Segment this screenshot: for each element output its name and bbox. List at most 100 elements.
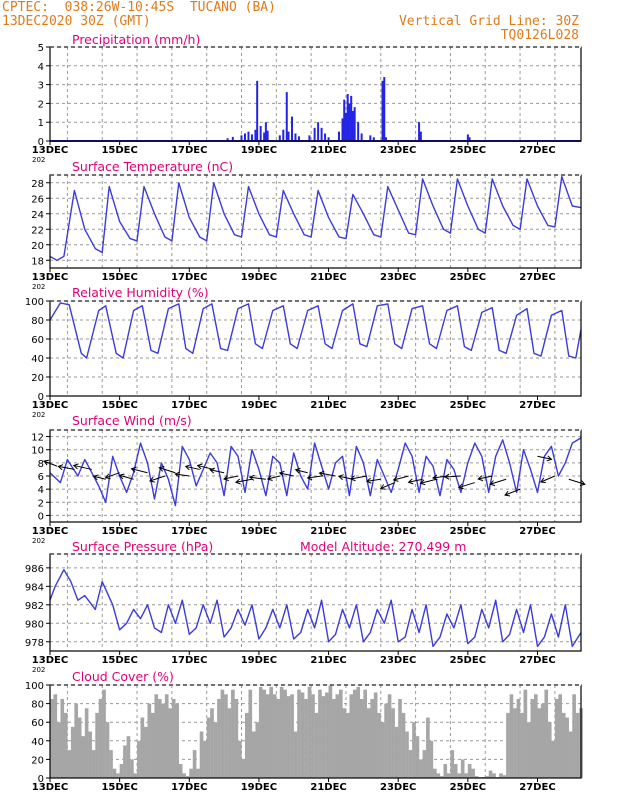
wind-vector	[307, 475, 322, 479]
precip-bar	[338, 131, 341, 141]
precip-bar	[324, 133, 327, 141]
precip-bar	[243, 133, 246, 141]
precip-bar	[468, 137, 471, 141]
precip-bar	[263, 132, 266, 141]
cloud-bar	[60, 698, 65, 778]
x-tick-label: 27DEC	[519, 400, 555, 411]
wind-vector	[267, 475, 280, 480]
cloud-bar	[471, 768, 475, 778]
y-tick-label: 980	[25, 619, 44, 630]
precip-bar	[297, 136, 300, 141]
cloud-bar	[328, 685, 333, 778]
x-tick-label: 27DEC	[519, 272, 555, 283]
precip-bar	[369, 135, 372, 141]
cloud-bar	[509, 694, 514, 778]
wind-vector-head	[248, 474, 255, 481]
cloud-bar	[203, 740, 207, 778]
series-line	[49, 569, 582, 648]
cloud-bar	[422, 750, 427, 778]
cloud-bar	[359, 698, 364, 778]
y-tick-label: 0	[38, 137, 44, 148]
cloud-bar	[300, 692, 305, 778]
panel-title: Surface Temperature (nC)	[72, 159, 233, 174]
x-tick-label: 25DEC	[450, 655, 486, 666]
cloud-bar	[255, 722, 260, 778]
cloud-bar	[157, 698, 162, 778]
cloud-bar	[168, 708, 173, 778]
cloud-bar	[109, 750, 113, 778]
wind-vector-head	[539, 477, 546, 484]
x-tick-label: 23DEC	[380, 272, 416, 283]
cloud-bar	[540, 703, 545, 778]
wind-vector-head	[294, 467, 301, 474]
wind-vector-head	[477, 475, 484, 482]
wind-vector	[185, 465, 200, 470]
cloud-bar	[258, 686, 263, 778]
y-tick-label: 12	[31, 433, 44, 444]
cloud-bar	[84, 708, 89, 778]
x-tick-label: 17DEC	[171, 272, 207, 283]
y-tick-label: 10	[31, 446, 44, 457]
cloud-bar	[304, 698, 308, 778]
y-tick-label: 982	[25, 601, 44, 612]
wind-vector	[319, 472, 336, 477]
x-tick-label: 27DEC	[519, 782, 555, 793]
precip-bar	[353, 107, 356, 141]
x-tick-label: 21DEC	[310, 400, 346, 411]
cloud-bar	[178, 764, 183, 778]
cloud-bar	[297, 689, 301, 778]
wind-vector-head	[209, 467, 215, 474]
precip-bar	[290, 116, 293, 141]
wind-vector-head	[349, 475, 356, 482]
cloud-bar	[251, 731, 256, 778]
x-tick-label: 21DEC	[310, 782, 346, 793]
cloud-bar	[321, 696, 326, 778]
x-tick-label: 19DEC	[241, 655, 277, 666]
x-tick-label: 25DEC	[450, 400, 486, 411]
y-tick-label: 0	[38, 774, 44, 785]
wind-vector-head	[235, 478, 241, 485]
cloud-bar	[561, 712, 566, 778]
x-tick-label: 21DEC	[310, 272, 346, 283]
wind-vector	[105, 472, 120, 479]
x-tick-label: 13DEC	[32, 145, 68, 156]
wind-vector-head	[43, 459, 49, 466]
cloud-bar	[63, 712, 68, 778]
wind-vector-head	[130, 466, 137, 473]
x-tick-label: 27DEC	[519, 655, 555, 666]
wind-vector-head	[504, 490, 511, 497]
cloud-bar	[485, 776, 489, 778]
panel-frame	[49, 300, 582, 397]
cloud-bar	[314, 712, 319, 778]
cloud-bar	[244, 712, 249, 778]
cloud-bar	[488, 770, 493, 778]
x-tick-label: 19DEC	[241, 526, 277, 537]
cloud-bar	[77, 717, 82, 778]
x-tick-label: 25DEC	[450, 782, 486, 793]
x-tick-label: 25DEC	[450, 272, 486, 283]
cloud-bar	[67, 750, 72, 778]
wind-vector	[568, 478, 585, 485]
x-tick-label: 23DEC	[380, 782, 416, 793]
cloud-bar	[293, 731, 298, 778]
cloud-bar	[554, 698, 559, 778]
wind-vector-head	[318, 470, 325, 477]
cloud-bar	[95, 712, 99, 778]
cloud-bar	[189, 768, 193, 778]
precip-bar	[418, 122, 421, 141]
cloud-bar	[439, 776, 444, 778]
cloud-bar	[105, 722, 110, 778]
cloud-bar	[307, 686, 312, 778]
wind-vector	[540, 475, 556, 483]
x-tick-label: 17DEC	[171, 400, 207, 411]
cloud-bar	[443, 764, 448, 778]
vertical-grid-note: Vertical Grid Line: 30Z	[398, 14, 579, 29]
cloud-bar	[175, 703, 179, 778]
precip-bar	[320, 127, 323, 141]
x-tick-label: 27DEC	[519, 526, 555, 537]
y-tick-label: 4	[38, 485, 44, 496]
wind-vector-head	[148, 476, 155, 483]
cloud-bar	[241, 759, 246, 778]
cloud-bar	[394, 726, 399, 778]
cloud-bar	[210, 708, 214, 778]
